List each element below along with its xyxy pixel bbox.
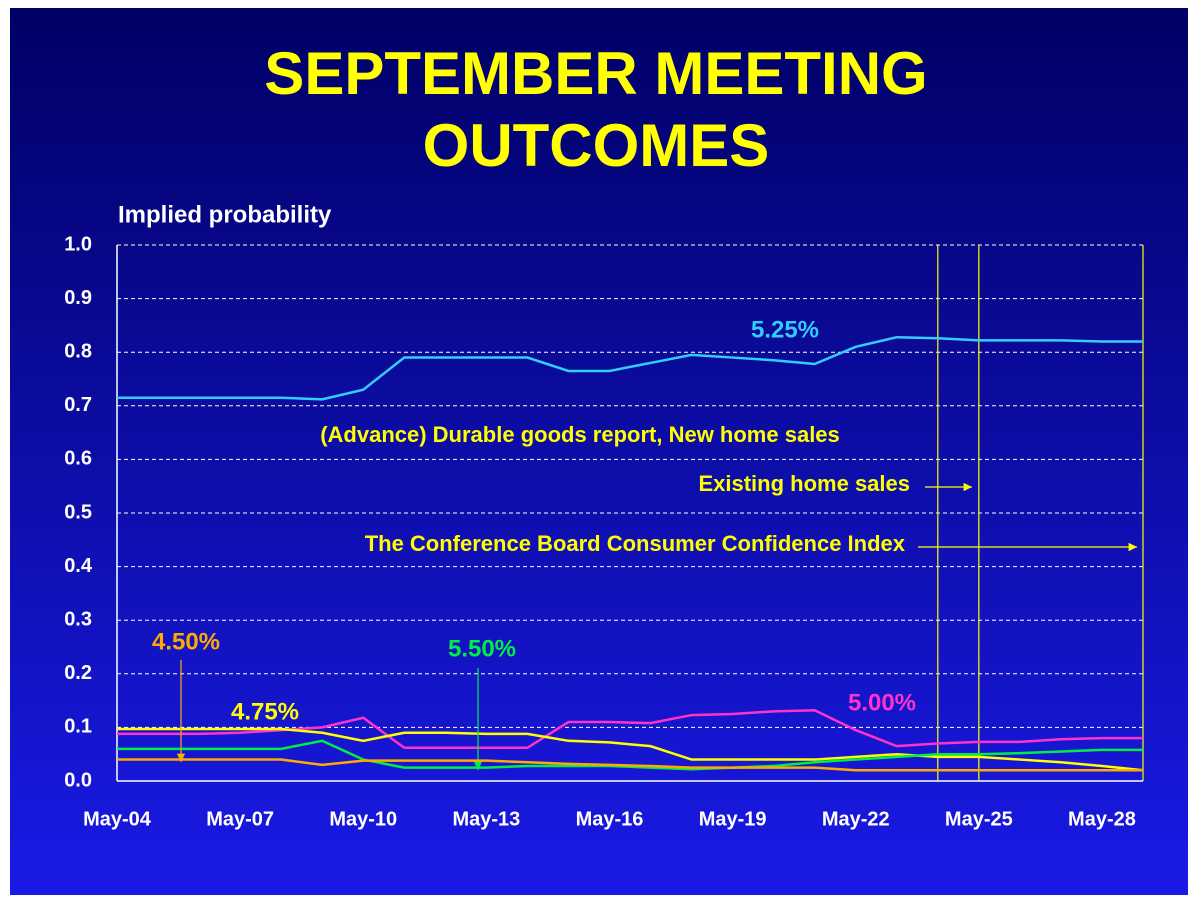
y-tick-label: 0.4 <box>64 555 93 577</box>
x-tick-label: May-07 <box>206 808 274 830</box>
series-label: 5.00% <box>848 689 916 716</box>
y-tick-label: 0.5 <box>64 501 92 523</box>
background <box>10 8 1188 895</box>
x-tick-label: May-19 <box>699 808 767 830</box>
y-tick-label: 0.9 <box>64 287 92 309</box>
series-label: 4.75% <box>231 698 299 725</box>
x-tick-label: May-10 <box>329 808 397 830</box>
series-label: 4.50% <box>152 628 220 655</box>
y-tick-label: 0.6 <box>64 448 92 470</box>
series-label: 5.50% <box>448 635 516 662</box>
y-tick-label: 0.8 <box>64 340 92 362</box>
x-tick-label: May-16 <box>576 808 644 830</box>
series-label: 5.25% <box>751 316 819 343</box>
event-label: Existing home sales <box>698 471 910 496</box>
y-tick-label: 1.0 <box>64 233 92 255</box>
y-tick-label: 0.3 <box>64 608 92 630</box>
series-line <box>117 758 1143 772</box>
x-tick-label: May-25 <box>945 808 1013 830</box>
y-tick-label: 0.7 <box>64 394 92 416</box>
x-tick-label: May-13 <box>452 808 520 830</box>
event-label: The Conference Board Consumer Confidence… <box>365 531 906 556</box>
series-line <box>117 727 1144 772</box>
x-tick-label: May-04 <box>83 808 152 830</box>
x-tick-label: May-22 <box>822 808 890 830</box>
event-label: (Advance) Durable goods report, New home… <box>320 422 840 447</box>
series-line <box>117 335 1143 401</box>
series-line <box>117 739 1143 771</box>
y-tick-label: 0.2 <box>64 662 92 684</box>
x-tick-label: May-28 <box>1068 808 1136 830</box>
y-tick-label: 0.1 <box>64 716 92 738</box>
y-axis-title: Implied probability <box>118 201 332 228</box>
y-tick-label: 0.0 <box>64 769 92 791</box>
chart-title: SEPTEMBER MEETING OUTCOMES <box>264 40 928 179</box>
